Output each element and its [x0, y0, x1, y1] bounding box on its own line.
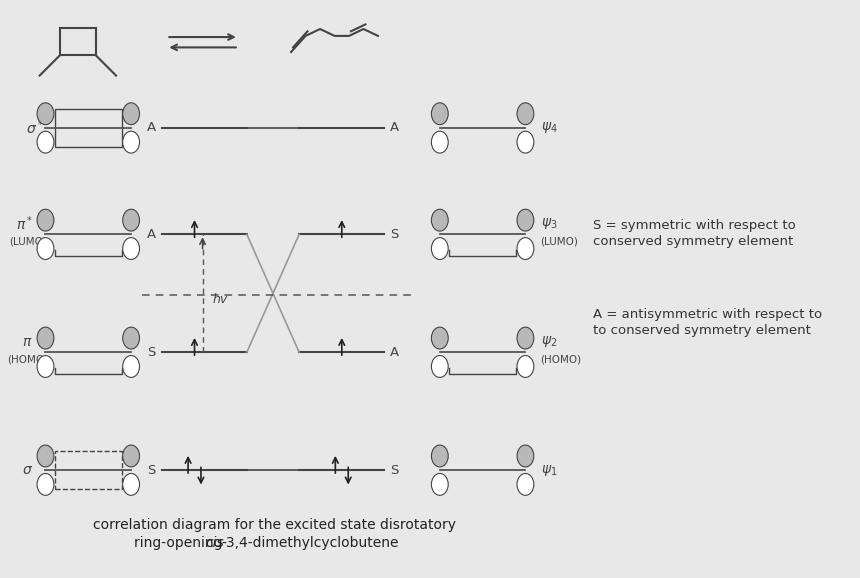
Ellipse shape [37, 445, 54, 467]
Text: (HOMO): (HOMO) [541, 355, 581, 365]
Text: -3,4-dimethylcyclobutene: -3,4-dimethylcyclobutene [222, 536, 399, 550]
Text: $\sigma$: $\sigma$ [22, 463, 33, 477]
Ellipse shape [517, 473, 534, 495]
Ellipse shape [517, 209, 534, 231]
Ellipse shape [432, 103, 448, 125]
Ellipse shape [432, 209, 448, 231]
Ellipse shape [517, 238, 534, 260]
Ellipse shape [123, 209, 139, 231]
Ellipse shape [37, 238, 54, 260]
Text: (LUMO): (LUMO) [9, 237, 47, 247]
Text: S: S [148, 346, 156, 359]
Text: S = symmetric with respect to: S = symmetric with respect to [593, 219, 796, 232]
Ellipse shape [123, 131, 139, 153]
Text: A = antisymmetric with respect to: A = antisymmetric with respect to [593, 309, 822, 321]
Text: ring-opening: ring-opening [134, 536, 227, 550]
Ellipse shape [432, 238, 448, 260]
Text: to conserved symmetry element: to conserved symmetry element [593, 324, 811, 338]
Text: A: A [147, 121, 156, 135]
Ellipse shape [123, 445, 139, 467]
Ellipse shape [37, 355, 54, 377]
Text: A: A [390, 346, 399, 359]
Text: (LUMO): (LUMO) [541, 237, 579, 247]
Text: cis: cis [206, 536, 224, 550]
Text: correlation diagram for the excited state disrotatory: correlation diagram for the excited stat… [94, 518, 457, 532]
Text: $\psi_4$: $\psi_4$ [541, 120, 557, 135]
Text: $\psi_2$: $\psi_2$ [541, 335, 557, 350]
Ellipse shape [517, 103, 534, 125]
Ellipse shape [432, 445, 448, 467]
Ellipse shape [432, 131, 448, 153]
Text: $\sigma^*$: $\sigma^*$ [26, 118, 43, 137]
Ellipse shape [432, 355, 448, 377]
Text: $\pi$: $\pi$ [22, 335, 32, 349]
Ellipse shape [517, 355, 534, 377]
Text: (HOMO): (HOMO) [7, 355, 48, 365]
Ellipse shape [432, 473, 448, 495]
Ellipse shape [37, 103, 54, 125]
Ellipse shape [123, 238, 139, 260]
Ellipse shape [37, 209, 54, 231]
Text: hv: hv [213, 292, 228, 306]
Text: $\psi_3$: $\psi_3$ [541, 217, 557, 232]
Ellipse shape [432, 327, 448, 349]
Text: S: S [148, 464, 156, 477]
Ellipse shape [123, 327, 139, 349]
Text: A: A [390, 121, 399, 135]
Text: conserved symmetry element: conserved symmetry element [593, 235, 793, 249]
Text: $\psi_1$: $\psi_1$ [541, 463, 557, 477]
Ellipse shape [517, 445, 534, 467]
Ellipse shape [123, 355, 139, 377]
Ellipse shape [517, 327, 534, 349]
Ellipse shape [37, 131, 54, 153]
Text: S: S [390, 464, 398, 477]
Ellipse shape [517, 131, 534, 153]
Text: S: S [390, 228, 398, 241]
Ellipse shape [37, 473, 54, 495]
Ellipse shape [123, 473, 139, 495]
Text: $\pi^*$: $\pi^*$ [15, 214, 34, 234]
Ellipse shape [37, 327, 54, 349]
Text: A: A [147, 228, 156, 241]
Ellipse shape [123, 103, 139, 125]
